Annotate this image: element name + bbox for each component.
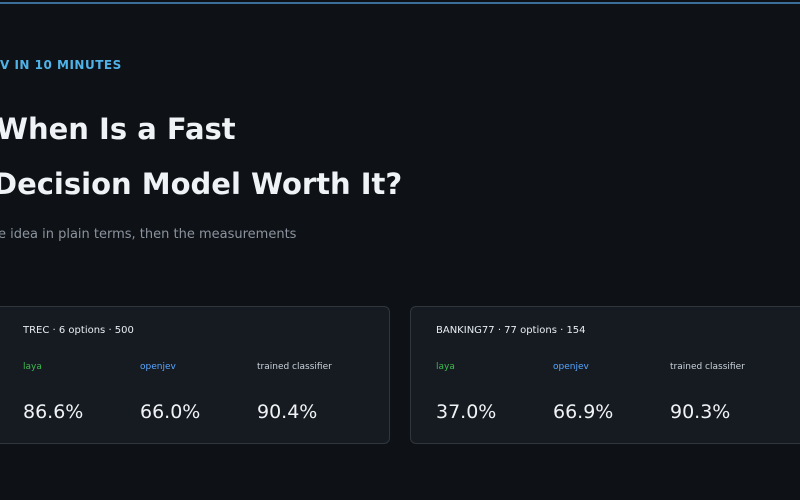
subtitle: e idea in plain terms, then the measurem… [0,227,297,242]
metric-value: 66.0% [140,401,201,423]
metric-label: openjev [553,362,589,372]
title-line: Decision Model Worth It? [0,167,403,201]
metric-value: 66.9% [553,401,614,423]
card-heading: TREC · 6 options · 500 [23,325,134,336]
title-line: When Is a Fast [0,112,236,146]
stat-card: BANKING77 · 77 options · 154 laya 37.0% ope… [410,306,800,444]
card-heading: BANKING77 · 77 options · 154 [436,325,586,336]
metric-value: 37.0% [436,401,497,423]
metric-label: openjev [140,362,176,372]
metric-label: laya [23,362,42,372]
eyebrow: V IN 10 MINUTES [0,58,122,72]
metric-label: trained classifier [257,362,332,372]
metric-value: 90.4% [257,401,318,423]
stat-card: TREC · 6 options · 500 laya 86.6% openjev 66… [0,306,390,444]
metric-value: 86.6% [23,401,84,423]
metric-value: 90.3% [670,401,731,423]
top-bar [0,2,800,4]
metric-label: trained classifier [670,362,745,372]
metric-label: laya [436,362,455,372]
